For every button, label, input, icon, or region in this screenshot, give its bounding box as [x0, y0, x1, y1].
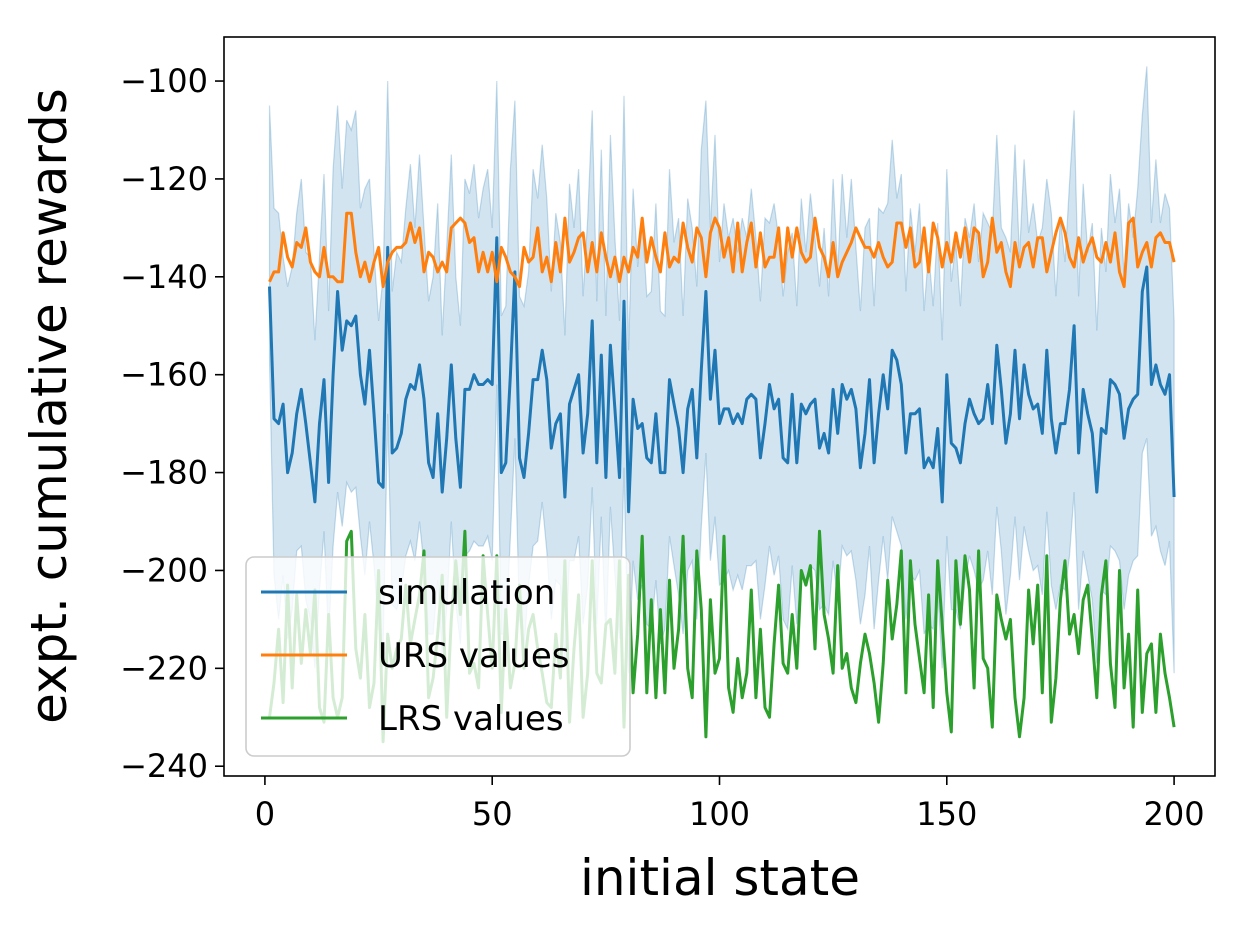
x-tick-label: 100: [689, 795, 750, 833]
legend-box: [245, 556, 631, 757]
x-axis-ticks: 0 50 100 150 200: [255, 776, 1205, 833]
x-tick-label: 200: [1144, 795, 1205, 833]
y-tick-label: −100: [120, 62, 208, 100]
y-tick-label: −240: [120, 747, 208, 785]
series-urs-values: [268, 211, 1176, 289]
y-tick-label: −200: [120, 551, 208, 589]
y-tick-label: −120: [120, 160, 208, 198]
x-axis-label: initial state: [580, 849, 860, 907]
y-tick-label: −180: [120, 454, 208, 492]
x-tick-label: 50: [472, 795, 513, 833]
x-tick-label: 150: [916, 795, 977, 833]
y-axis-ticks: −100 −120 −140 −160 −180 −200 −220 −240: [120, 62, 224, 785]
y-tick-label: −140: [120, 258, 208, 296]
series-line-simulation: [268, 236, 1176, 514]
legend-entries: simulation URS values LRS values: [261, 573, 569, 739]
y-axis-label: expt. cumulative rewards: [20, 88, 78, 724]
series-simulation: [268, 236, 1176, 514]
legend-label-urs-values: URS values: [378, 636, 569, 676]
legend: simulation URS values LRS values: [245, 556, 631, 757]
legend-label-simulation: simulation: [378, 573, 555, 613]
legend-label-lrs-values: LRS values: [378, 699, 564, 739]
series-line-urs-values: [268, 211, 1176, 289]
y-tick-label: −220: [120, 649, 208, 687]
y-tick-label: −160: [120, 356, 208, 394]
x-tick-label: 0: [255, 795, 275, 833]
